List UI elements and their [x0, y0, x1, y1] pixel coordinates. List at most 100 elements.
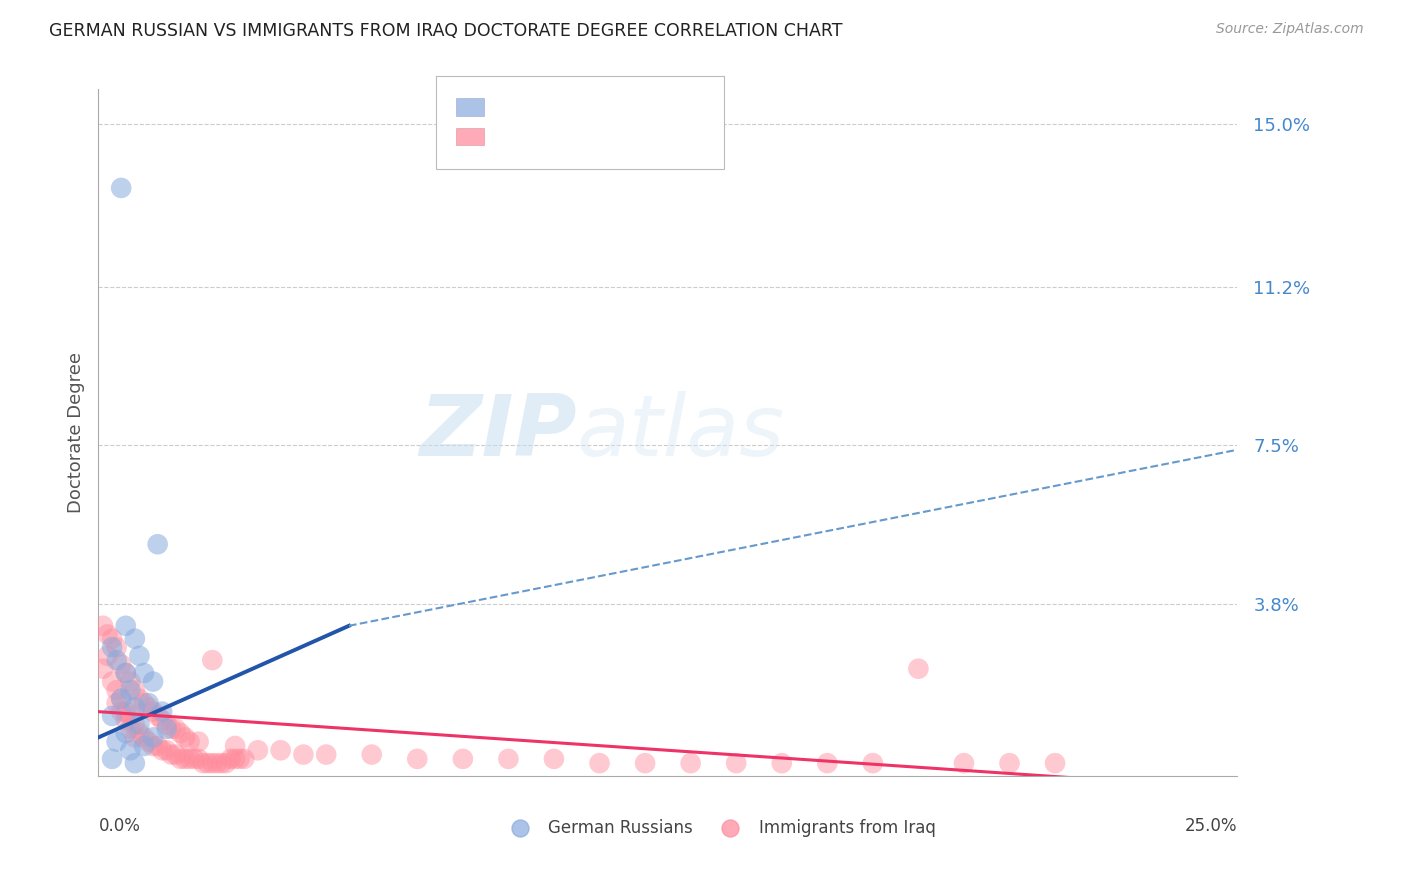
Point [114, 619, 136, 633]
Point [110, 705, 132, 719]
Point [132, 731, 155, 745]
Point [114, 705, 136, 719]
Point [907, 662, 929, 676]
Point [120, 709, 142, 723]
Point [179, 735, 201, 749]
Text: Source: ZipAtlas.com: Source: ZipAtlas.com [1216, 22, 1364, 37]
Point [205, 756, 228, 771]
Point [160, 747, 183, 762]
Point [246, 743, 269, 757]
Text: German Russians: German Russians [548, 819, 693, 837]
Point [228, 752, 250, 766]
Point [179, 752, 201, 766]
Point [128, 717, 150, 731]
Point [543, 752, 565, 766]
Point [96, 648, 118, 663]
Point [862, 756, 884, 771]
Point [169, 726, 191, 740]
Point [224, 752, 246, 766]
Point [183, 752, 205, 766]
Point [91, 619, 114, 633]
Point [770, 756, 793, 771]
Point [142, 731, 165, 745]
Point [165, 722, 187, 736]
Point [201, 756, 224, 771]
Point [105, 683, 128, 698]
Point [120, 683, 142, 698]
Point [156, 722, 179, 736]
Point [406, 752, 429, 766]
Point [114, 665, 136, 680]
Point [124, 632, 146, 646]
Text: Immigrants from Iraq: Immigrants from Iraq [759, 819, 936, 837]
Point [215, 756, 238, 771]
Point [110, 181, 132, 195]
Point [101, 640, 124, 655]
Point [233, 752, 256, 766]
Point [146, 709, 169, 723]
Point [1043, 756, 1066, 771]
Point [138, 700, 160, 714]
Point [725, 756, 748, 771]
Point [128, 726, 150, 740]
Point [142, 674, 165, 689]
Point [101, 632, 124, 646]
Point [174, 752, 197, 766]
Point [197, 756, 219, 771]
Point [270, 743, 292, 757]
Point [105, 640, 128, 655]
Point [114, 726, 136, 740]
Point [315, 747, 337, 762]
Point [160, 722, 183, 736]
Point [138, 735, 160, 749]
Text: 0.0%: 0.0% [98, 817, 141, 835]
Point [120, 722, 142, 736]
Point [292, 747, 315, 762]
Point [138, 696, 160, 710]
Point [953, 756, 976, 771]
Point [132, 665, 155, 680]
Point [219, 752, 242, 766]
Point [110, 691, 132, 706]
Point [634, 756, 657, 771]
Point [120, 674, 142, 689]
Point [128, 691, 150, 706]
Point [114, 665, 136, 680]
Point [156, 743, 179, 757]
Point [101, 752, 124, 766]
Point [815, 756, 838, 771]
Point [174, 731, 197, 745]
Point [124, 683, 146, 698]
Point [101, 674, 124, 689]
Point [187, 735, 209, 749]
Point [146, 537, 169, 551]
Point [124, 731, 146, 745]
Point [224, 739, 246, 753]
Text: 25.0%: 25.0% [1185, 817, 1237, 835]
Point [498, 752, 520, 766]
Point [150, 705, 173, 719]
Point [91, 662, 114, 676]
Point [165, 747, 187, 762]
Y-axis label: Doctorate Degree: Doctorate Degree [66, 352, 84, 513]
Point [150, 743, 173, 757]
Text: R =  0.120   N = 25: R = 0.120 N = 25 [494, 98, 669, 116]
Text: R = -0.329   N = 79: R = -0.329 N = 79 [494, 128, 671, 145]
Point [169, 752, 191, 766]
Point [150, 713, 173, 727]
Point [132, 739, 155, 753]
Point [142, 705, 165, 719]
Point [105, 696, 128, 710]
Point [110, 657, 132, 672]
Point [124, 717, 146, 731]
Point [105, 653, 128, 667]
Point [142, 739, 165, 753]
Point [193, 756, 215, 771]
Text: ZIP: ZIP [419, 391, 576, 475]
Point [96, 627, 118, 641]
Text: GERMAN RUSSIAN VS IMMIGRANTS FROM IRAQ DOCTORATE DEGREE CORRELATION CHART: GERMAN RUSSIAN VS IMMIGRANTS FROM IRAQ D… [49, 22, 842, 40]
Point [128, 648, 150, 663]
Point [120, 743, 142, 757]
Point [156, 717, 179, 731]
Point [679, 756, 702, 771]
